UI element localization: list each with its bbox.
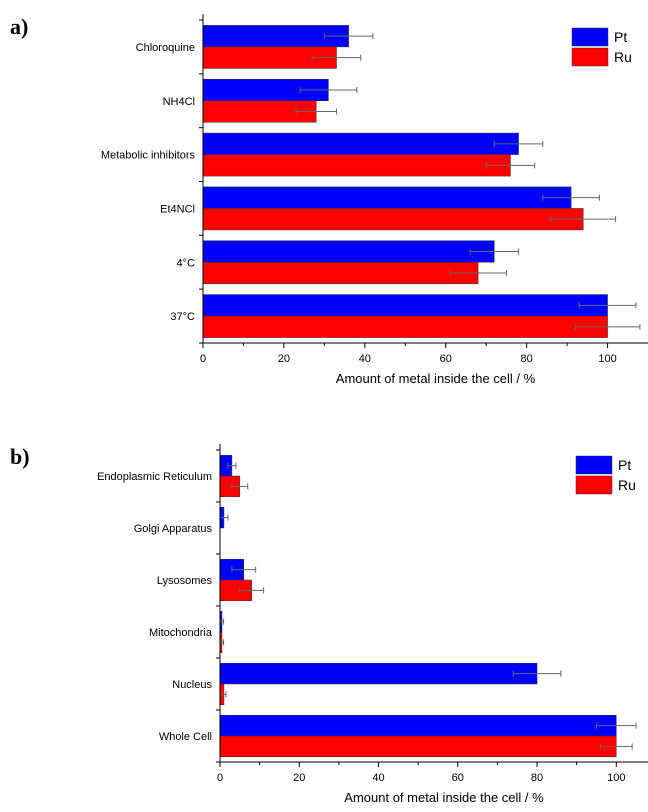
category-label: NH4Cl [163, 96, 195, 108]
legend-label-pt: Pt [614, 29, 627, 45]
bar-pt [202, 294, 608, 317]
legend-swatch-pt [575, 455, 613, 475]
bar-ru [202, 154, 511, 177]
bar-ru [202, 208, 584, 231]
x-tick-label: 80 [531, 772, 543, 784]
panel-label-a: a) [10, 14, 29, 39]
x-axis-label: Amount of metal inside the cell / % [336, 371, 536, 386]
category-label: Golgi Apparatus [134, 523, 213, 535]
x-tick-label: 60 [440, 353, 452, 365]
legend-label-ru: Ru [614, 49, 632, 65]
category-label: 37°C [170, 311, 195, 323]
x-axis-label: Amount of metal inside the cell / % [344, 790, 544, 805]
bar-pt [202, 240, 495, 263]
bar-pt [219, 662, 538, 685]
chart-panel-a: a) Chloroquine NH4Cl Metabolic inhibitors E… [10, 14, 648, 386]
category-label: Endoplasmic Reticulum [97, 471, 212, 483]
category-label: Metabolic inhibitors [101, 150, 196, 162]
legend: Pt Ru [575, 455, 636, 495]
legend-swatch-pt [571, 27, 609, 47]
bar-pt [202, 186, 572, 209]
bar-ru [219, 735, 617, 758]
category-label: Whole Cell [159, 731, 212, 743]
bar-ru [202, 315, 608, 338]
category-label: Nucleus [172, 679, 212, 691]
legend-label-ru: Ru [618, 477, 636, 493]
panel-label-b: b) [10, 444, 30, 469]
plot-area: Chloroquine NH4Cl Metabolic inhibitors Et4N… [101, 14, 648, 386]
category-label: 4°C [177, 257, 196, 269]
x-tick-label: 40 [372, 772, 384, 784]
chart-a: Chloroquine NH4Cl Metabolic inhibitors Et4N… [101, 14, 648, 386]
x-tick-label: 20 [293, 772, 305, 784]
legend-label-pt: Pt [618, 457, 631, 473]
chart-panel-b: b) Endoplasmic Reticulum Golgi Apparatus L… [0, 406, 648, 812]
x-tick-label: 0 [217, 772, 223, 784]
bar-pt [219, 714, 617, 737]
chart-b: Endoplasmic Reticulum Golgi Apparatus Lyso… [97, 444, 648, 805]
category-label: Mitochondria [149, 627, 213, 639]
legend: Pt Ru [571, 27, 632, 67]
x-tick-label: 80 [521, 353, 533, 365]
x-tick-label: 40 [359, 353, 371, 365]
x-tick-label: 100 [607, 772, 625, 784]
bar-pt [202, 132, 519, 155]
x-tick-label: 20 [278, 353, 290, 365]
x-tick-label: 0 [200, 353, 206, 365]
plot-area: Endoplasmic Reticulum Golgi Apparatus Lyso… [97, 444, 648, 805]
bar-ru [202, 262, 479, 285]
category-label: Chloroquine [136, 42, 195, 54]
category-label: Et4NCl [160, 203, 195, 215]
x-tick-label: 100 [598, 353, 616, 365]
legend-swatch-ru [571, 47, 609, 67]
legend-swatch-ru [575, 475, 613, 495]
category-label: Lysosomes [157, 575, 213, 587]
x-tick-label: 60 [452, 772, 464, 784]
